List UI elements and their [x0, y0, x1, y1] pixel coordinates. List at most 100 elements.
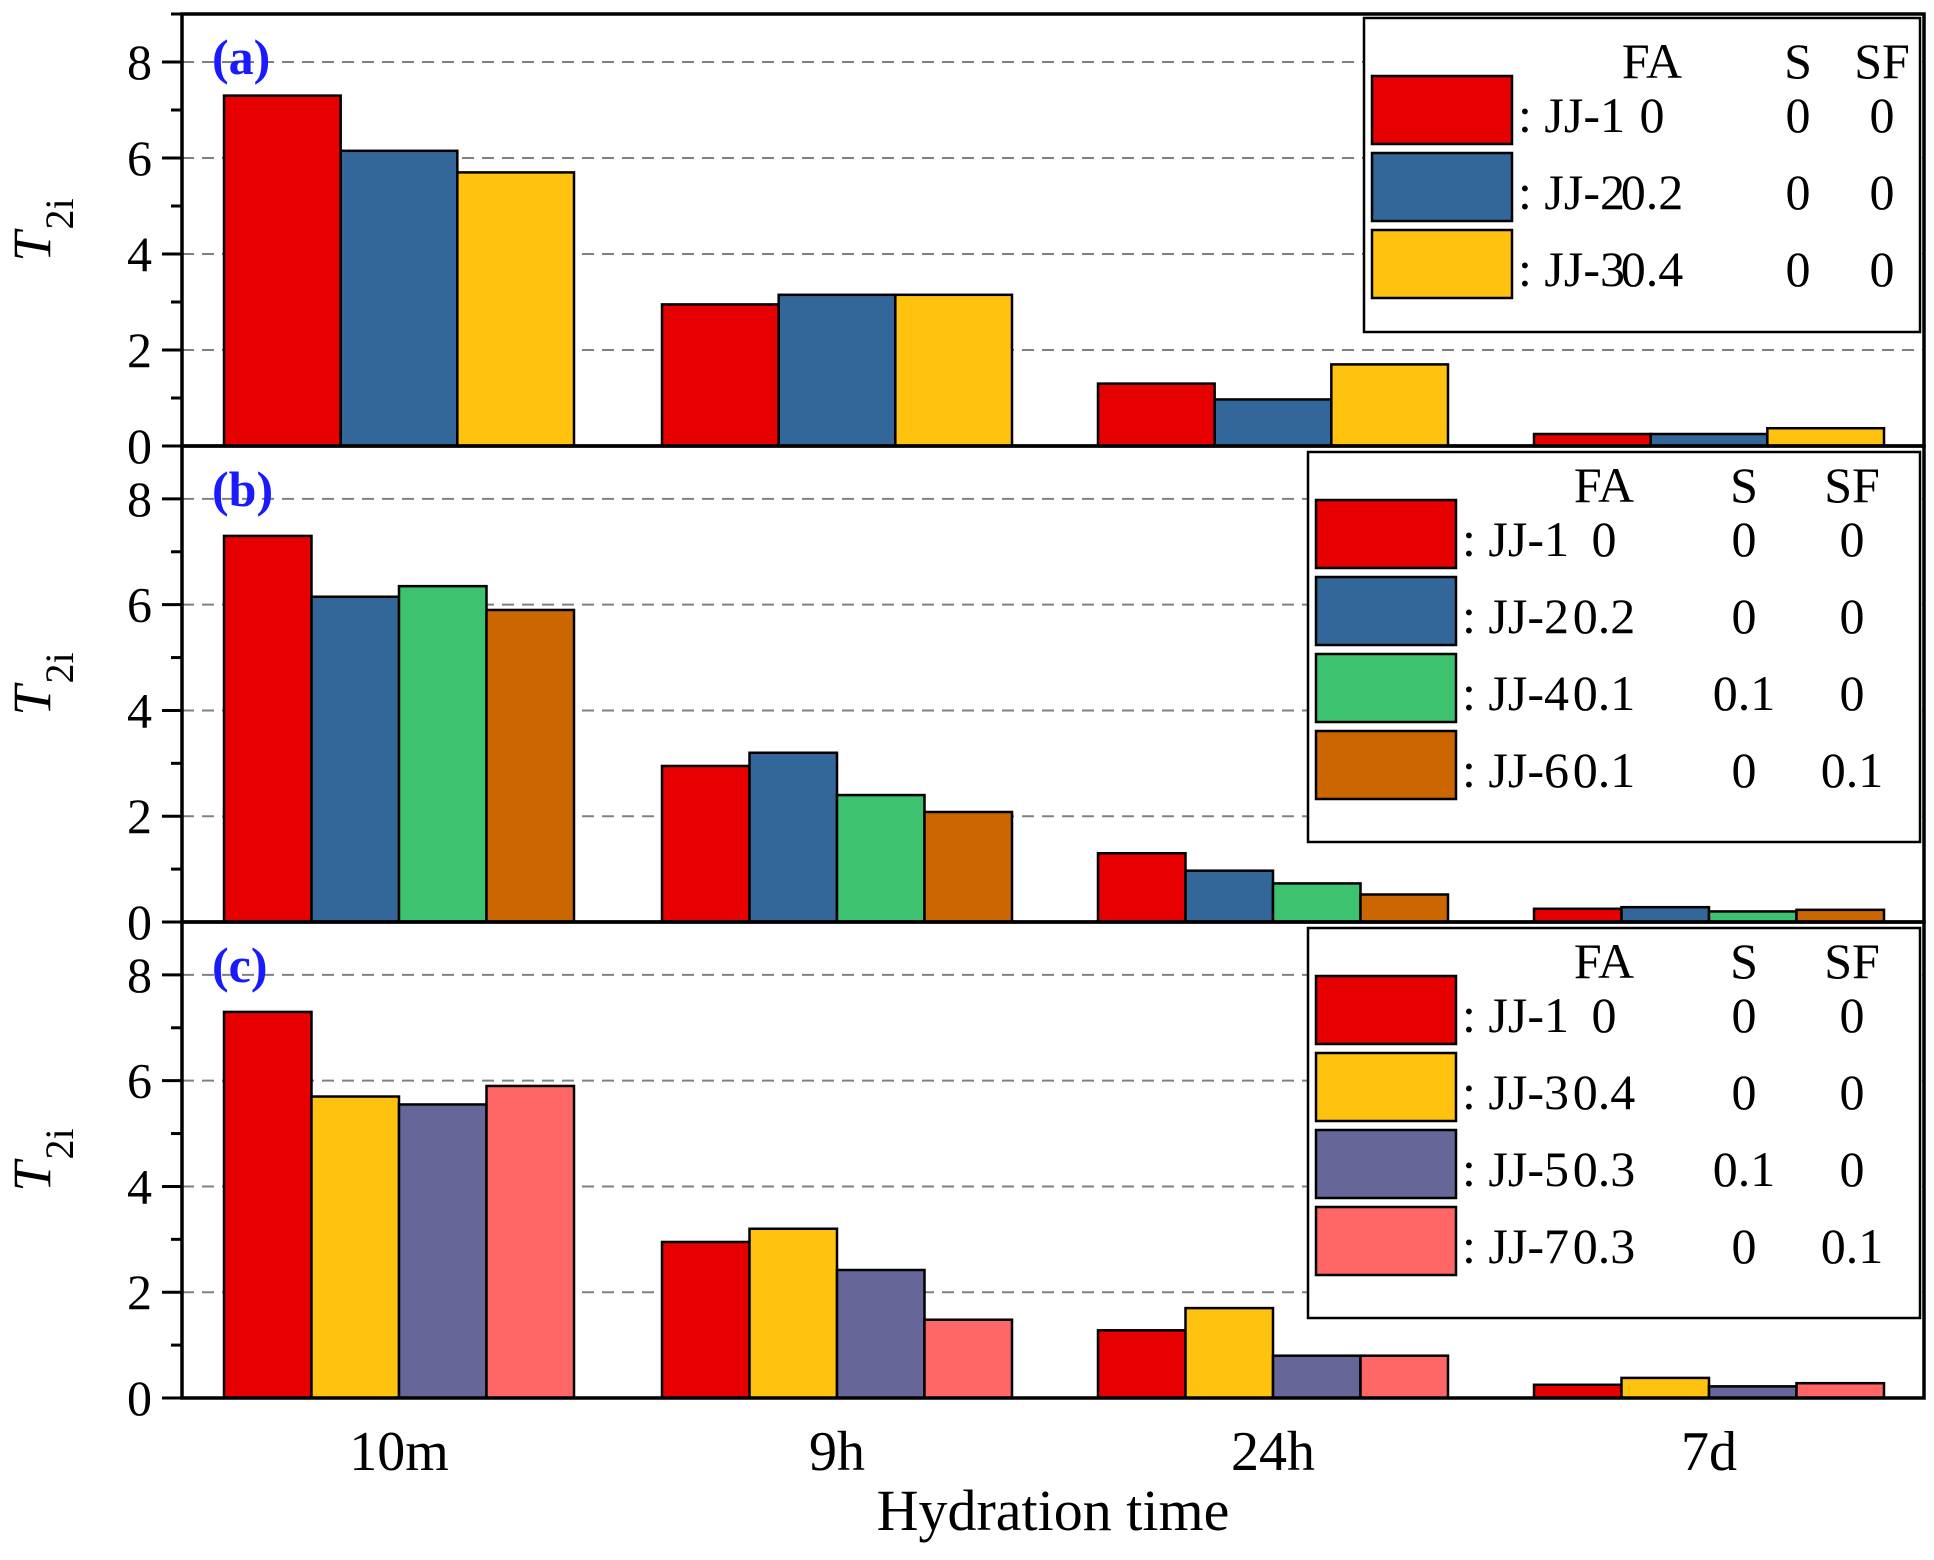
- y-tick-label: 4: [127, 682, 152, 738]
- y-axis-label-sub: 2i: [37, 198, 82, 229]
- legend-series-name-value: JJ-6: [1488, 742, 1569, 798]
- legend-fa-value: 0.2: [1621, 164, 1684, 220]
- bar-jj-3-9h: [748, 1227, 839, 1400]
- bar-jj-1-9h: [660, 764, 751, 924]
- panel-c: 0 2 4 6 8 T2i (c) FA S SF: JJ-1 0 0 0: JJ-3 0.4 0 0: JJ…: [2, 920, 1926, 1543]
- legend-swatch-jj-7: [1314, 1205, 1458, 1277]
- bar-jj-2-9h: [777, 293, 897, 448]
- legend-series-name: : JJ-5: [1462, 1141, 1569, 1197]
- legend-fa-value: 0: [1640, 87, 1665, 143]
- legend-fa-value: 0: [1592, 987, 1617, 1043]
- bar-jj-1-24h: [1096, 851, 1187, 924]
- legend-series-name: : JJ-2: [1462, 588, 1569, 644]
- legend-series-name-value: JJ-5: [1488, 1141, 1569, 1197]
- legend-sf-value: 0: [1840, 1064, 1865, 1120]
- x-tick-label: 24h: [1231, 1421, 1315, 1483]
- y-tick-label: 6: [127, 1053, 152, 1109]
- x-axis-label: Hydration time: [877, 1478, 1230, 1543]
- bar-jj-1-24h: [1096, 382, 1216, 448]
- legend-series-name: : JJ-7: [1462, 1218, 1569, 1274]
- bar-jj-2-24h: [1184, 869, 1275, 924]
- legend-header-sf: SF: [1824, 457, 1880, 513]
- legend-header-s: S: [1784, 33, 1812, 89]
- y-tick-label: 2: [127, 788, 152, 844]
- legend-fa-value: 0.4: [1621, 241, 1684, 297]
- legend-series-name: : JJ-3: [1462, 1064, 1569, 1120]
- y-tick-label: 4: [127, 226, 152, 282]
- bar-jj-7-10m: [485, 1084, 576, 1400]
- legend-fa-value: 0.1: [1573, 665, 1636, 721]
- bar-jj-2-9h: [748, 751, 839, 924]
- legend-s-value: 0: [1732, 987, 1757, 1043]
- legend-sf-value: 0: [1870, 164, 1895, 220]
- legend-series-name: : JJ-1: [1462, 987, 1569, 1043]
- legend-swatch-jj-2: [1314, 575, 1458, 647]
- plot-frame: [180, 920, 1926, 1400]
- legend-s-value: 0: [1732, 588, 1757, 644]
- bar-jj-2-7d: [1649, 432, 1769, 448]
- bar-jj-4-24h: [1271, 882, 1362, 924]
- legend-sf-value: 0: [1870, 241, 1895, 297]
- y-tick-label: 2: [127, 322, 152, 378]
- legend-sf-value: 0.1: [1821, 1218, 1884, 1274]
- legend-series-name: : JJ-1: [1518, 87, 1625, 143]
- legend: FA S SF: JJ-1 0 0 0: JJ-20.2 0 0: JJ-30.4 0 0: [1362, 16, 1922, 334]
- legend-swatch-jj-1: [1314, 974, 1458, 1046]
- legend-fa-value: 0: [1592, 511, 1617, 567]
- bar-jj-7-7d: [1795, 1381, 1886, 1400]
- bar-jj-2-10m: [310, 595, 401, 924]
- bar-jj-1-10m: [222, 94, 342, 448]
- legend-fa-value: 0.3: [1573, 1141, 1636, 1197]
- legend-sf-value: 0: [1840, 1141, 1865, 1197]
- legend: FA S SF: JJ-1 0 0 0: JJ-2 0.2 0 0: JJ-4 0.1 0.1 0: …: [1306, 450, 1922, 844]
- bar-jj-1-7d: [1532, 1383, 1623, 1400]
- legend-swatch-jj-2: [1370, 151, 1514, 223]
- panel-label: (b): [212, 461, 273, 517]
- x-tick-label: 7d: [1681, 1421, 1737, 1483]
- legend-series-name-value: JJ-7: [1488, 1218, 1569, 1274]
- legend-series-name-value: JJ-3: [1488, 1064, 1569, 1120]
- legend-series-name-value: JJ-2: [1544, 164, 1625, 220]
- legend-header-sf: SF: [1854, 33, 1910, 89]
- panel-label: (c): [212, 937, 268, 993]
- y-tick-label: 4: [127, 1158, 152, 1214]
- legend-header-fa: FA: [1622, 33, 1682, 89]
- y-axis-label: T2i: [2, 652, 82, 715]
- legend-header-fa: FA: [1574, 933, 1634, 989]
- bar-jj-3-10m: [456, 171, 576, 448]
- legend-swatch-jj-6: [1314, 729, 1458, 801]
- legend-swatch-jj-1: [1370, 74, 1514, 146]
- legend-s-value: 0: [1786, 87, 1811, 143]
- legend-sf-value: 0: [1840, 511, 1865, 567]
- bar-jj-1-10m: [222, 1010, 313, 1400]
- bar-jj-5-10m: [397, 1103, 488, 1400]
- y-axis-label-main: T: [2, 1158, 62, 1192]
- bar-jj-3-9h: [894, 293, 1014, 448]
- legend-sf-value: 0: [1840, 588, 1865, 644]
- bar-jj-3-7d: [1766, 426, 1886, 448]
- bar-jj-1-9h: [660, 303, 780, 448]
- legend-series-name-value: JJ-2: [1488, 588, 1569, 644]
- legend-s-value: 0: [1732, 1064, 1757, 1120]
- y-axis-label: T2i: [2, 1128, 82, 1191]
- bar-jj-2-10m: [339, 149, 459, 448]
- bar-jj-6-9h: [923, 810, 1014, 924]
- legend-swatch-jj-5: [1314, 1128, 1458, 1200]
- legend-swatch-jj-3: [1314, 1051, 1458, 1123]
- legend-sf-value: 0: [1870, 87, 1895, 143]
- legend-sf-value: 0: [1840, 987, 1865, 1043]
- y-tick-label: 8: [127, 34, 152, 90]
- y-tick-label: 0: [127, 894, 152, 950]
- legend-series-name: : JJ-1: [1462, 511, 1569, 567]
- y-tick-label: 8: [127, 947, 152, 1003]
- y-axis-label-sub: 2i: [37, 652, 82, 683]
- legend-fa-value: 0.4: [1573, 1064, 1636, 1120]
- legend: FA S SF: JJ-1 0 0 0: JJ-3 0.4 0 0: JJ-5 0.3 0.1 0: …: [1306, 926, 1922, 1320]
- legend-s-value: 0: [1732, 742, 1757, 798]
- x-tick-label: 9h: [809, 1421, 865, 1483]
- legend-s-value: 0: [1786, 164, 1811, 220]
- bar-jj-2-7d: [1620, 905, 1711, 924]
- legend-header-s: S: [1730, 457, 1758, 513]
- bar-jj-3-10m: [310, 1095, 401, 1400]
